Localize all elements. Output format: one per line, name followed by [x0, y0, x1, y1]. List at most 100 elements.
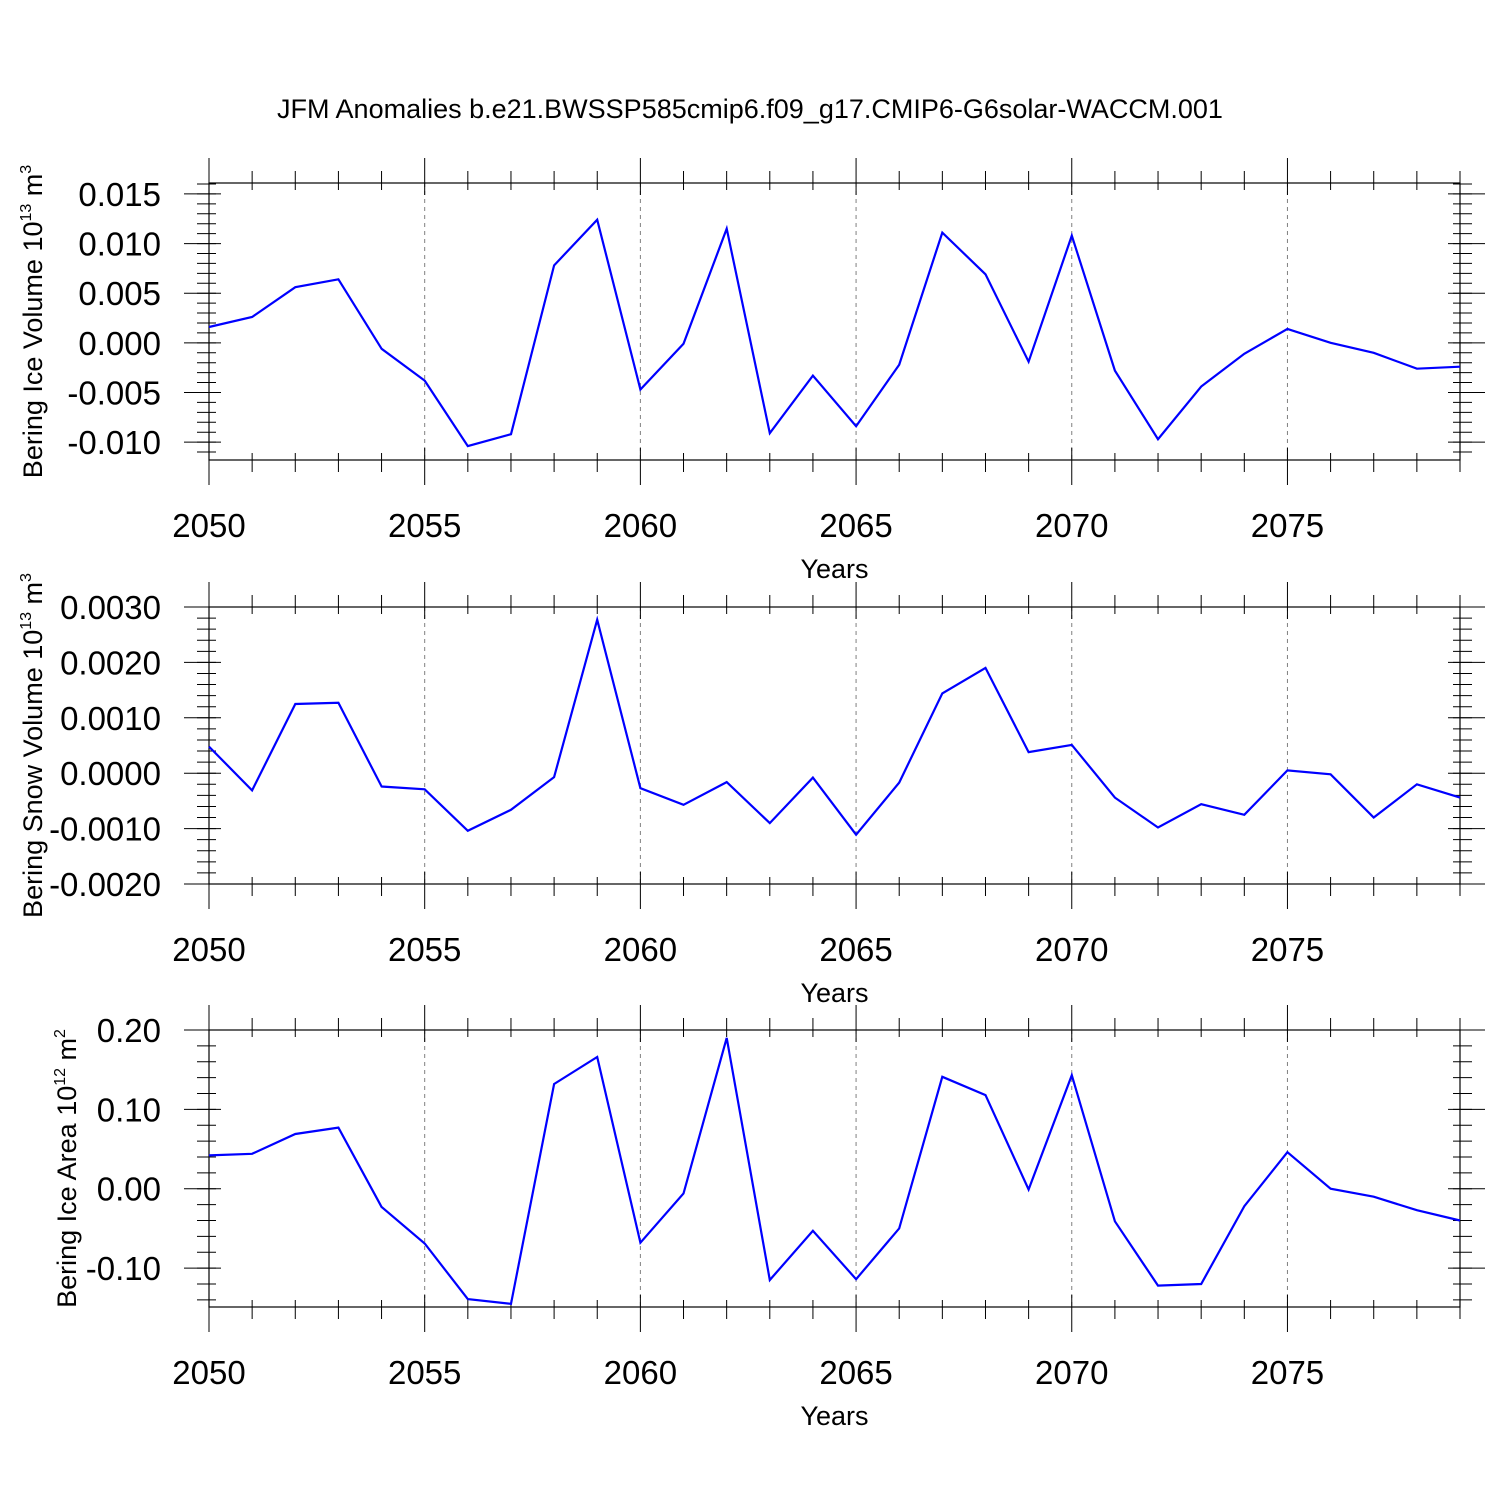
data-point	[595, 618, 599, 622]
y-tick-label: 0.000	[78, 325, 161, 362]
data-point	[1242, 813, 1246, 817]
data-point	[466, 1297, 470, 1301]
data-point	[1113, 1219, 1117, 1223]
x-tick-label: 2055	[388, 507, 461, 544]
x-tick-label: 2050	[172, 931, 245, 968]
data-point	[1415, 367, 1419, 371]
y-axis-title: Bering Ice Area 1012 m2	[52, 1029, 82, 1308]
data-point	[1285, 327, 1289, 331]
data-point	[1242, 1204, 1246, 1208]
data-point	[336, 277, 340, 281]
data-point	[682, 803, 686, 807]
data-point	[983, 666, 987, 670]
data-point	[940, 231, 944, 235]
x-tick-label: 2075	[1251, 1354, 1324, 1391]
data-point	[380, 347, 384, 351]
data-point	[1372, 1195, 1376, 1199]
x-tick-label: 2055	[388, 931, 461, 968]
data-point	[509, 432, 513, 436]
data-point	[1156, 437, 1160, 441]
data-point	[293, 1132, 297, 1136]
x-tick-label: 2060	[604, 507, 677, 544]
y-axis-title-unit: m	[52, 1038, 82, 1068]
y-tick-label: 0.0000	[60, 755, 161, 792]
data-point	[768, 431, 772, 435]
y-tick-label: -0.010	[67, 424, 161, 461]
y-axis-title-exponent: 13	[18, 612, 35, 630]
x-tick-label: 2060	[604, 931, 677, 968]
data-point	[940, 691, 944, 695]
data-point	[1156, 825, 1160, 829]
data-point	[897, 363, 901, 367]
y-axis-title-unit-exponent: 3	[18, 165, 35, 174]
data-point	[380, 784, 384, 788]
y-axis-title-main: Bering Snow Volume 10	[18, 630, 48, 918]
data-point	[854, 833, 858, 837]
y-tick-label: 0.015	[78, 176, 161, 213]
data-point	[423, 1242, 427, 1246]
data-point	[207, 745, 211, 749]
data-point	[552, 1082, 556, 1086]
data-point	[250, 315, 254, 319]
data-point	[336, 1126, 340, 1130]
data-point	[423, 379, 427, 383]
y-tick-label: -0.10	[86, 1250, 161, 1287]
series-line	[208, 1037, 1461, 1306]
x-tick-label: 2060	[604, 1354, 677, 1391]
y-axis-title-unit-exponent: 2	[52, 1029, 69, 1038]
data-point	[293, 285, 297, 289]
data-point	[466, 829, 470, 833]
y-axis-title-unit: m	[18, 582, 48, 612]
data-point	[1027, 1188, 1031, 1192]
data-point	[423, 787, 427, 791]
x-tick-label: 2065	[819, 507, 892, 544]
x-tick-label: 2050	[172, 507, 245, 544]
y-axis-title-unit: m	[18, 174, 48, 204]
x-tick-label: 2065	[819, 1354, 892, 1391]
y-tick-label: -0.005	[67, 374, 161, 411]
data-point	[466, 444, 470, 448]
y-tick-label: 0.005	[78, 275, 161, 312]
data-point	[207, 1153, 211, 1157]
data-point	[638, 786, 642, 790]
data-point	[1329, 1187, 1333, 1191]
data-point	[207, 325, 211, 329]
x-axis-title: Years	[800, 1401, 868, 1431]
data-point	[1458, 1218, 1462, 1222]
data-point	[725, 1036, 729, 1040]
x-axis-title: Years	[800, 978, 868, 1008]
data-point	[638, 1241, 642, 1245]
data-point	[1199, 1282, 1203, 1286]
y-tick-label: 0.10	[97, 1091, 161, 1128]
x-axis-title: Years	[800, 554, 868, 584]
y-axis-title: Bering Ice Volume 1013 m3	[18, 165, 48, 478]
data-point	[509, 808, 513, 812]
data-point	[595, 218, 599, 222]
data-point	[1372, 816, 1376, 820]
y-tick-label: 0.0030	[60, 589, 161, 626]
y-tick-label: 0.20	[97, 1012, 161, 1049]
data-point	[1070, 234, 1074, 238]
data-point	[1027, 360, 1031, 364]
data-point	[1285, 768, 1289, 772]
data-point	[552, 775, 556, 779]
data-point	[336, 701, 340, 705]
x-tick-label: 2070	[1035, 507, 1108, 544]
data-point	[1199, 802, 1203, 806]
data-point	[983, 272, 987, 276]
data-point	[250, 788, 254, 792]
data-point	[1070, 743, 1074, 747]
data-point	[1415, 782, 1419, 786]
y-axis-title-exponent: 12	[52, 1068, 69, 1086]
data-point	[897, 1226, 901, 1230]
data-point	[983, 1093, 987, 1097]
chart-panel-1: 0.015 0.010 0.005 0.000 -0.005 -0.010 2050 2055…	[18, 158, 1485, 584]
data-point	[768, 821, 772, 825]
data-point	[897, 781, 901, 785]
y-axis-title-exponent: 13	[18, 204, 35, 222]
data-point	[1458, 365, 1462, 369]
data-point	[725, 227, 729, 231]
data-point	[1242, 352, 1246, 356]
series-line	[208, 615, 1461, 837]
plot-frame	[208, 1029, 1461, 1308]
